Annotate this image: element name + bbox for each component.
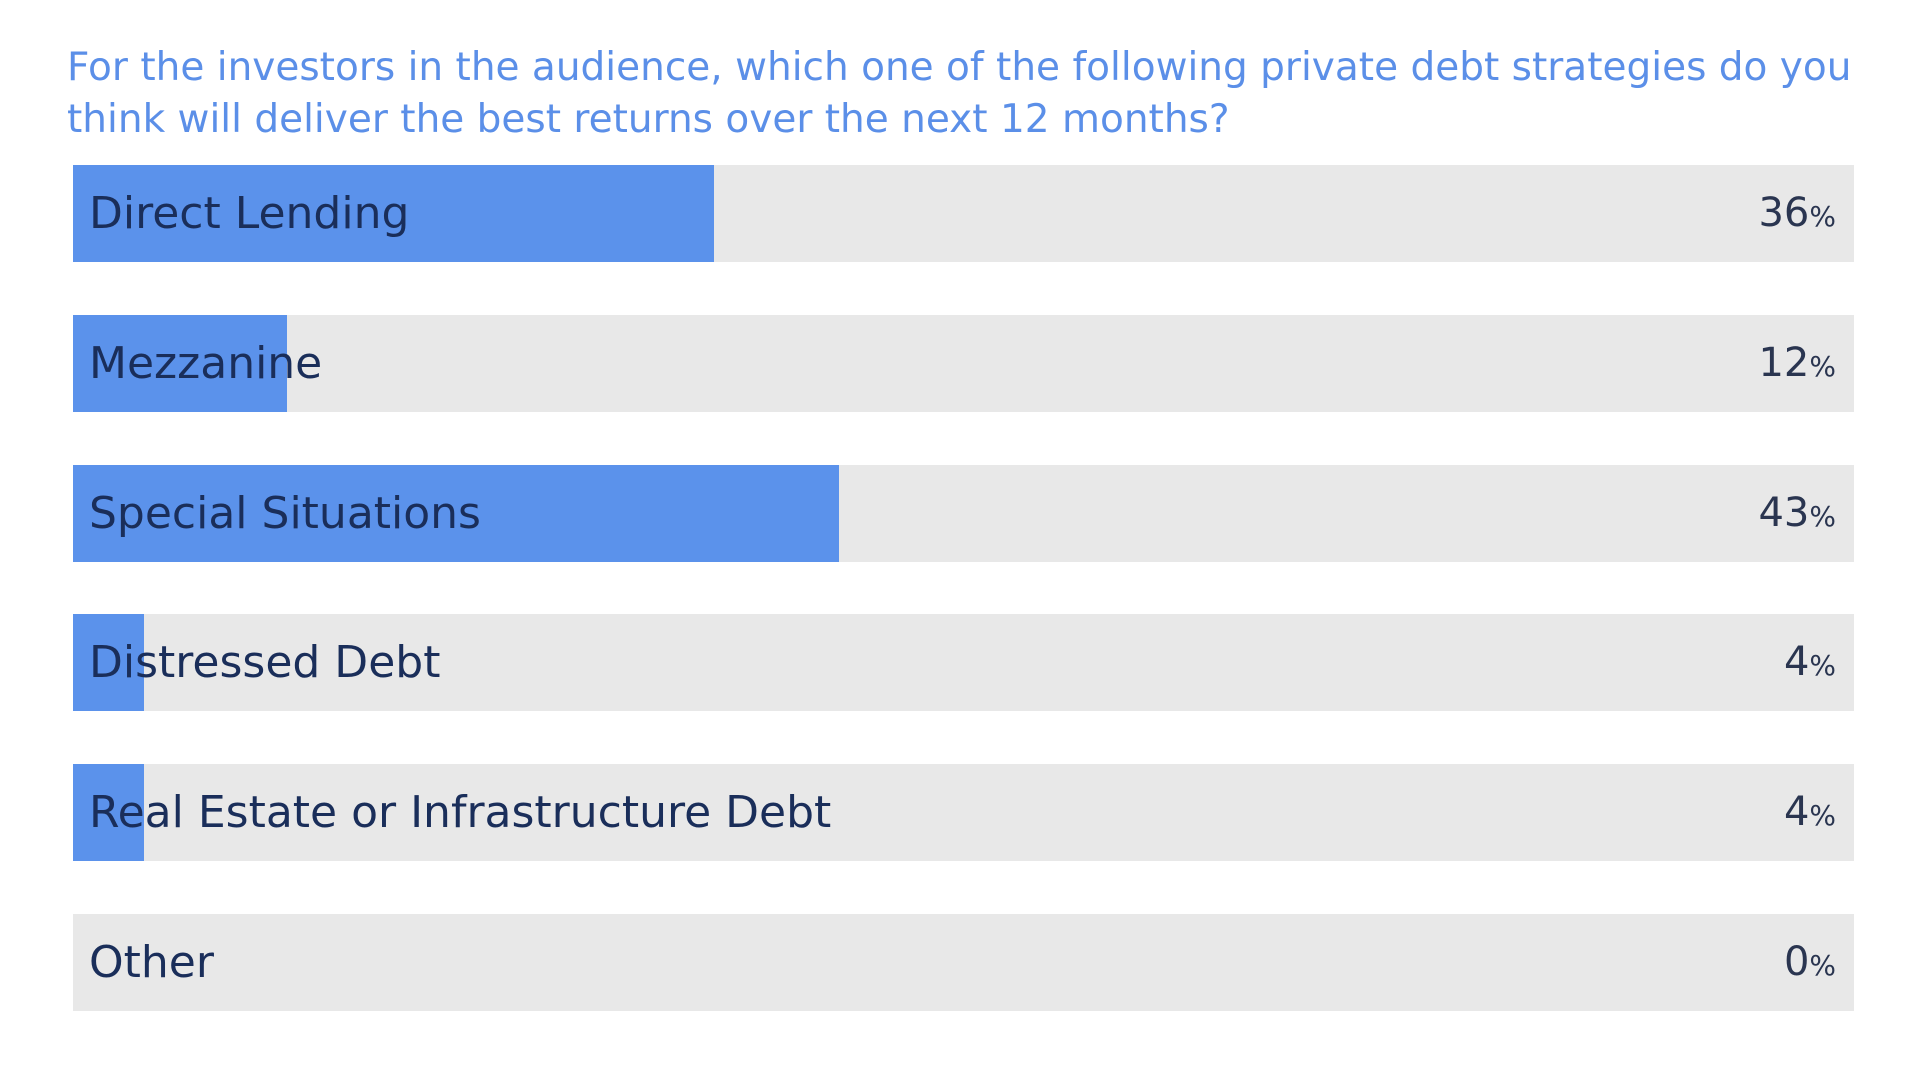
value-number: 0 xyxy=(1783,938,1810,985)
bar xyxy=(73,764,145,862)
value-label: 4% xyxy=(1784,614,1836,711)
category-label: Mezzanine xyxy=(89,337,323,389)
category-label: Distressed Debt xyxy=(89,637,441,689)
value-number: 43 xyxy=(1758,489,1810,536)
poll-row: Other 0% xyxy=(73,913,1854,1011)
percent-unit: % xyxy=(1809,649,1836,683)
value-label: 36% xyxy=(1758,165,1836,262)
poll-row: Distressed Debt 4% xyxy=(73,614,1854,712)
category-label: Other xyxy=(89,936,214,988)
poll-row: Real Estate or Infrastructure Debt 4% xyxy=(73,764,1854,862)
category-label: Special Situations xyxy=(89,487,481,539)
percent-unit: % xyxy=(1809,349,1836,383)
value-label: 0% xyxy=(1784,914,1836,1011)
bar xyxy=(73,314,287,412)
bar xyxy=(73,614,145,712)
value-label: 43% xyxy=(1758,465,1836,562)
category-label: Real Estate or Infrastructure Debt xyxy=(89,787,832,839)
value-number: 4 xyxy=(1783,639,1810,686)
percent-unit: % xyxy=(1809,799,1836,833)
bar xyxy=(73,464,839,562)
value-label: 12% xyxy=(1758,315,1836,412)
percent-unit: % xyxy=(1809,200,1836,233)
value-label: 4% xyxy=(1784,764,1836,861)
poll-question: For the investors in the audience, which… xyxy=(67,45,1852,142)
value-number: 36 xyxy=(1758,190,1810,236)
percent-unit: % xyxy=(1809,948,1836,982)
poll-row: Special Situations 43% xyxy=(73,464,1854,562)
value-number: 4 xyxy=(1783,789,1810,836)
poll-results: Direct Lending 36% Mezzanine 12% Special Sit… xyxy=(73,165,1854,1064)
bar xyxy=(73,165,715,262)
percent-unit: % xyxy=(1809,499,1836,533)
category-label: Direct Lending xyxy=(89,188,410,239)
value-number: 12 xyxy=(1758,339,1810,386)
poll-row: Direct Lending 36% xyxy=(73,165,1854,262)
poll-row: Mezzanine 12% xyxy=(73,314,1854,412)
